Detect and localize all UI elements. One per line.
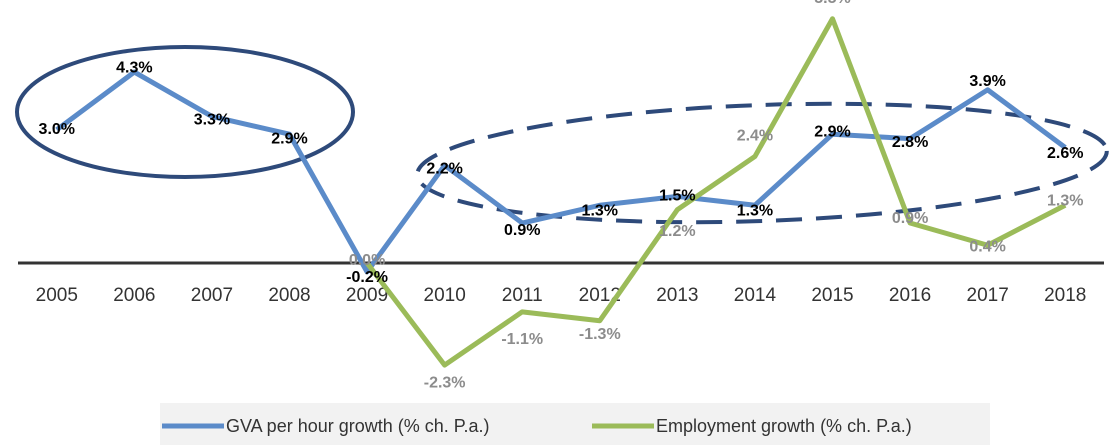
x-tick-label: 2010 [424,285,466,306]
data-label: 3.3% [194,112,230,129]
legend-label: GVA per hour growth (% ch. P.a.) [226,416,489,436]
data-label: 1.2% [659,223,695,240]
highlight-ellipse [15,45,355,179]
data-label: 5.5% [814,0,850,7]
data-label: 1.3% [1047,192,1083,209]
x-tick-label: 2012 [579,285,621,306]
data-label: 2.9% [814,123,850,140]
x-tick-label: 2014 [734,285,777,306]
legend-label: Employment growth (% ch. P.a.) [656,416,912,436]
data-label: 1.3% [737,202,773,219]
x-tick-label: 2016 [889,285,931,306]
series-line [365,16,1067,368]
data-label: 0.4% [969,238,1005,255]
data-label: -1.3% [579,326,621,343]
data-label: 0.9% [892,210,928,227]
data-label: 1.5% [659,188,695,205]
data-label: 2.4% [737,128,773,145]
data-label: 0.9% [504,222,540,239]
x-tick-label: 2006 [113,285,155,306]
data-label: -2.3% [424,374,466,391]
x-tick-label: 2005 [36,285,78,306]
legend-background [160,403,990,445]
series-line [55,69,1067,275]
data-label: 2.9% [271,130,307,147]
x-tick-label: 2007 [191,285,233,306]
data-label: -1.1% [501,331,543,348]
data-label: 0.0% [349,252,385,269]
x-tick-label: 2015 [811,285,853,306]
data-label: 1.3% [582,202,618,219]
x-tick-label: 2013 [656,285,698,306]
data-label: 2.8% [892,134,928,151]
data-label: 3.9% [969,73,1005,90]
x-tick-label: 2018 [1044,285,1086,306]
data-label: 4.3% [116,59,152,76]
x-tick-label: 2017 [967,285,1009,306]
x-tick-label: 2008 [268,285,310,306]
data-label: -0.2% [346,269,388,286]
highlight-ellipse-dashed [415,101,1109,225]
data-label: 2.2% [426,161,462,178]
x-tick-label: 2009 [346,285,388,306]
x-tick-label: 2011 [502,285,543,306]
data-label: 2.6% [1047,145,1083,162]
data-label: 3.0% [39,121,75,138]
